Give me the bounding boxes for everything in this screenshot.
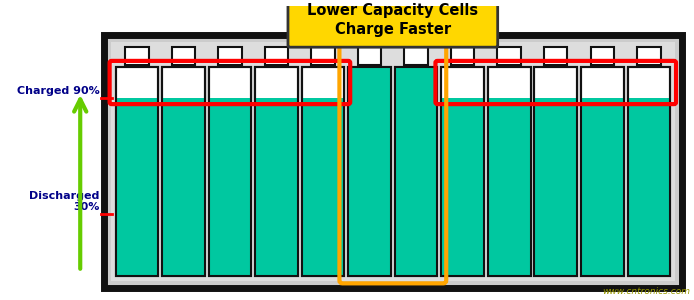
Text: Lower Capacity Cells
Charge Faster: Lower Capacity Cells Charge Faster bbox=[307, 3, 478, 37]
Bar bbox=[110, 42, 675, 281]
Bar bbox=[488, 98, 530, 277]
Bar bbox=[627, 67, 670, 277]
Text: www.cntronics.com: www.cntronics.com bbox=[602, 287, 690, 296]
Bar bbox=[581, 98, 624, 277]
Bar bbox=[637, 47, 661, 65]
Bar bbox=[395, 67, 437, 277]
Bar bbox=[348, 67, 391, 277]
Bar bbox=[255, 98, 298, 277]
Bar bbox=[115, 67, 158, 277]
Bar bbox=[209, 67, 251, 277]
Bar bbox=[627, 67, 670, 277]
Bar bbox=[405, 47, 428, 65]
Bar bbox=[395, 67, 437, 277]
Bar bbox=[255, 67, 298, 277]
Text: Charged 90%: Charged 90% bbox=[17, 86, 100, 96]
Bar bbox=[488, 67, 530, 277]
Bar bbox=[103, 35, 682, 288]
Bar bbox=[498, 47, 521, 65]
Bar bbox=[162, 98, 205, 277]
Bar bbox=[264, 47, 288, 65]
Bar bbox=[125, 47, 149, 65]
Bar bbox=[488, 67, 530, 277]
Bar bbox=[348, 67, 391, 277]
Bar bbox=[544, 47, 568, 65]
Bar bbox=[534, 67, 577, 277]
Bar bbox=[591, 47, 614, 65]
Text: Discharged
30%: Discharged 30% bbox=[29, 191, 100, 212]
Bar bbox=[218, 47, 242, 65]
Bar bbox=[302, 67, 344, 277]
Bar bbox=[171, 47, 195, 65]
Bar bbox=[348, 67, 391, 277]
Bar bbox=[627, 98, 670, 277]
Bar bbox=[162, 67, 205, 277]
Bar bbox=[581, 67, 624, 277]
Bar bbox=[534, 98, 577, 277]
Bar bbox=[162, 67, 205, 277]
Bar bbox=[312, 47, 335, 65]
Bar bbox=[115, 67, 158, 277]
Bar bbox=[441, 67, 484, 277]
Bar bbox=[451, 47, 475, 65]
Bar bbox=[115, 98, 158, 277]
Bar bbox=[302, 67, 344, 277]
Bar bbox=[581, 67, 624, 277]
Bar bbox=[209, 98, 251, 277]
Bar bbox=[441, 98, 484, 277]
Bar bbox=[255, 67, 298, 277]
FancyBboxPatch shape bbox=[288, 0, 498, 47]
Bar bbox=[209, 67, 251, 277]
Bar bbox=[302, 98, 344, 277]
Bar bbox=[534, 67, 577, 277]
Bar bbox=[358, 47, 381, 65]
Bar bbox=[441, 67, 484, 277]
Bar bbox=[395, 67, 437, 277]
